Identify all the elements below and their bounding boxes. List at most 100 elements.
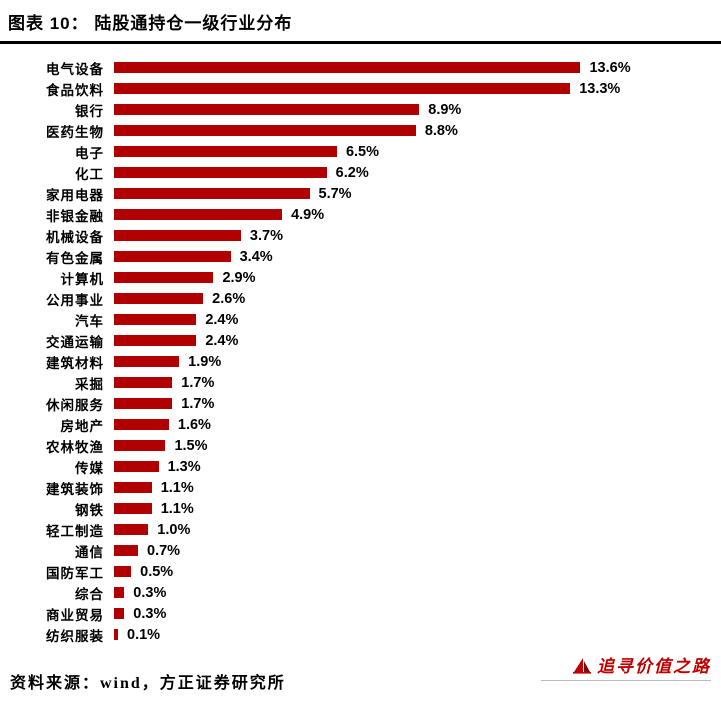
bar-track: 1.1% xyxy=(114,480,715,496)
value-label: 13.3% xyxy=(579,80,621,97)
watermark-rule xyxy=(541,680,711,681)
category-label: 汽车 xyxy=(75,313,104,329)
chart-row: 家用电器 5.7% xyxy=(4,183,715,204)
value-label: 0.7% xyxy=(147,542,181,559)
bar xyxy=(114,272,214,283)
bar xyxy=(114,125,416,136)
bar-track: 13.6% xyxy=(114,60,715,76)
bar xyxy=(114,293,204,304)
bar-track: 3.4% xyxy=(114,249,715,265)
category-label: 有色金属 xyxy=(46,250,104,266)
chart-row: 综合 0.3% xyxy=(4,582,715,603)
value-label: 3.7% xyxy=(249,227,283,244)
chart-row: 食品饮料 13.3% xyxy=(4,78,715,99)
value-label: 1.7% xyxy=(181,395,215,412)
value-label: 1.0% xyxy=(157,521,191,538)
chart-row: 建筑装饰 1.1% xyxy=(4,477,715,498)
bar xyxy=(114,587,125,598)
bar xyxy=(114,398,173,409)
chart-row: 汽车 2.4% xyxy=(4,309,715,330)
chart-row: 传媒 1.3% xyxy=(4,456,715,477)
category-label: 建筑材料 xyxy=(46,355,104,371)
value-label: 0.3% xyxy=(133,605,167,622)
bar-track: 8.8% xyxy=(114,123,715,139)
bar xyxy=(114,629,118,640)
bar-track: 4.9% xyxy=(114,207,715,223)
category-label: 食品饮料 xyxy=(46,82,104,98)
logo-icon xyxy=(572,656,592,674)
value-label: 8.8% xyxy=(424,122,458,139)
value-label: 3.4% xyxy=(239,248,273,265)
bar xyxy=(114,209,283,220)
category-label: 房地产 xyxy=(60,418,104,434)
chart-row: 通信 0.7% xyxy=(4,540,715,561)
chart-row: 电气设备 13.6% xyxy=(4,57,715,78)
bar-track: 0.5% xyxy=(114,564,715,580)
bar xyxy=(114,377,173,388)
category-label: 纺织服装 xyxy=(46,628,104,644)
bar-track: 2.4% xyxy=(114,333,715,349)
category-label: 综合 xyxy=(75,586,104,602)
category-label: 银行 xyxy=(75,103,104,119)
category-label: 休闲服务 xyxy=(46,397,104,413)
value-label: 1.9% xyxy=(188,353,222,370)
category-label: 非银金融 xyxy=(46,208,104,224)
bar-track: 1.9% xyxy=(114,354,715,370)
bar xyxy=(114,440,166,451)
chart-row: 国防军工 0.5% xyxy=(4,561,715,582)
chart-row: 采掘 1.7% xyxy=(4,372,715,393)
chart-row: 非银金融 4.9% xyxy=(4,204,715,225)
value-label: 1.1% xyxy=(160,479,194,496)
bar-track: 6.2% xyxy=(114,165,715,181)
chart-row: 银行 8.9% xyxy=(4,99,715,120)
category-label: 公用事业 xyxy=(46,292,104,308)
bar-track: 0.7% xyxy=(114,543,715,559)
category-label: 交通运输 xyxy=(46,334,104,350)
bar xyxy=(114,461,159,472)
chart-row: 农林牧渔 1.5% xyxy=(4,435,715,456)
value-label: 0.5% xyxy=(140,563,174,580)
bar-track: 1.3% xyxy=(114,459,715,475)
chart-row: 商业贸易 0.3% xyxy=(4,603,715,624)
bar-track: 1.6% xyxy=(114,417,715,433)
source-note: 资料来源：wind，方正证券研究所 xyxy=(10,675,286,692)
chart-row: 休闲服务 1.7% xyxy=(4,393,715,414)
bar xyxy=(114,167,327,178)
category-label: 机械设备 xyxy=(46,229,104,245)
value-label: 0.1% xyxy=(127,626,161,643)
bar-track: 1.7% xyxy=(114,375,715,391)
value-label: 6.5% xyxy=(345,143,379,160)
chart-row: 公用事业 2.6% xyxy=(4,288,715,309)
bar xyxy=(114,62,581,73)
bar-track: 5.7% xyxy=(114,186,715,202)
watermark-text: 追寻价值之路 xyxy=(597,657,711,676)
bar xyxy=(114,188,310,199)
category-label: 通信 xyxy=(75,544,104,560)
chart-row: 有色金属 3.4% xyxy=(4,246,715,267)
value-label: 2.9% xyxy=(222,269,256,286)
value-label: 6.2% xyxy=(335,164,369,181)
bar xyxy=(114,503,152,514)
bar xyxy=(114,104,420,115)
value-label: 1.3% xyxy=(167,458,201,475)
value-label: 13.6% xyxy=(589,59,631,76)
bar-track: 8.9% xyxy=(114,102,715,118)
bar-track: 2.6% xyxy=(114,291,715,307)
bar xyxy=(114,335,197,346)
chart-rows: 电气设备 13.6% 食品饮料 13.3% 银行 8.9% 医药生物 8.8% 电子 6.5% 化工… xyxy=(4,57,715,645)
bar-track: 1.7% xyxy=(114,396,715,412)
bar xyxy=(114,524,149,535)
bar-track: 0.1% xyxy=(114,627,715,643)
value-label: 4.9% xyxy=(291,206,325,223)
value-label: 8.9% xyxy=(428,101,462,118)
category-label: 电气设备 xyxy=(46,61,104,77)
bar-track: 2.4% xyxy=(114,312,715,328)
chart-row: 计算机 2.9% xyxy=(4,267,715,288)
bar xyxy=(114,251,231,262)
category-label: 计算机 xyxy=(60,271,104,287)
category-label: 国防军工 xyxy=(46,565,104,581)
bar xyxy=(114,230,241,241)
bar xyxy=(114,314,197,325)
value-label: 2.4% xyxy=(205,311,239,328)
category-label: 电子 xyxy=(75,145,104,161)
